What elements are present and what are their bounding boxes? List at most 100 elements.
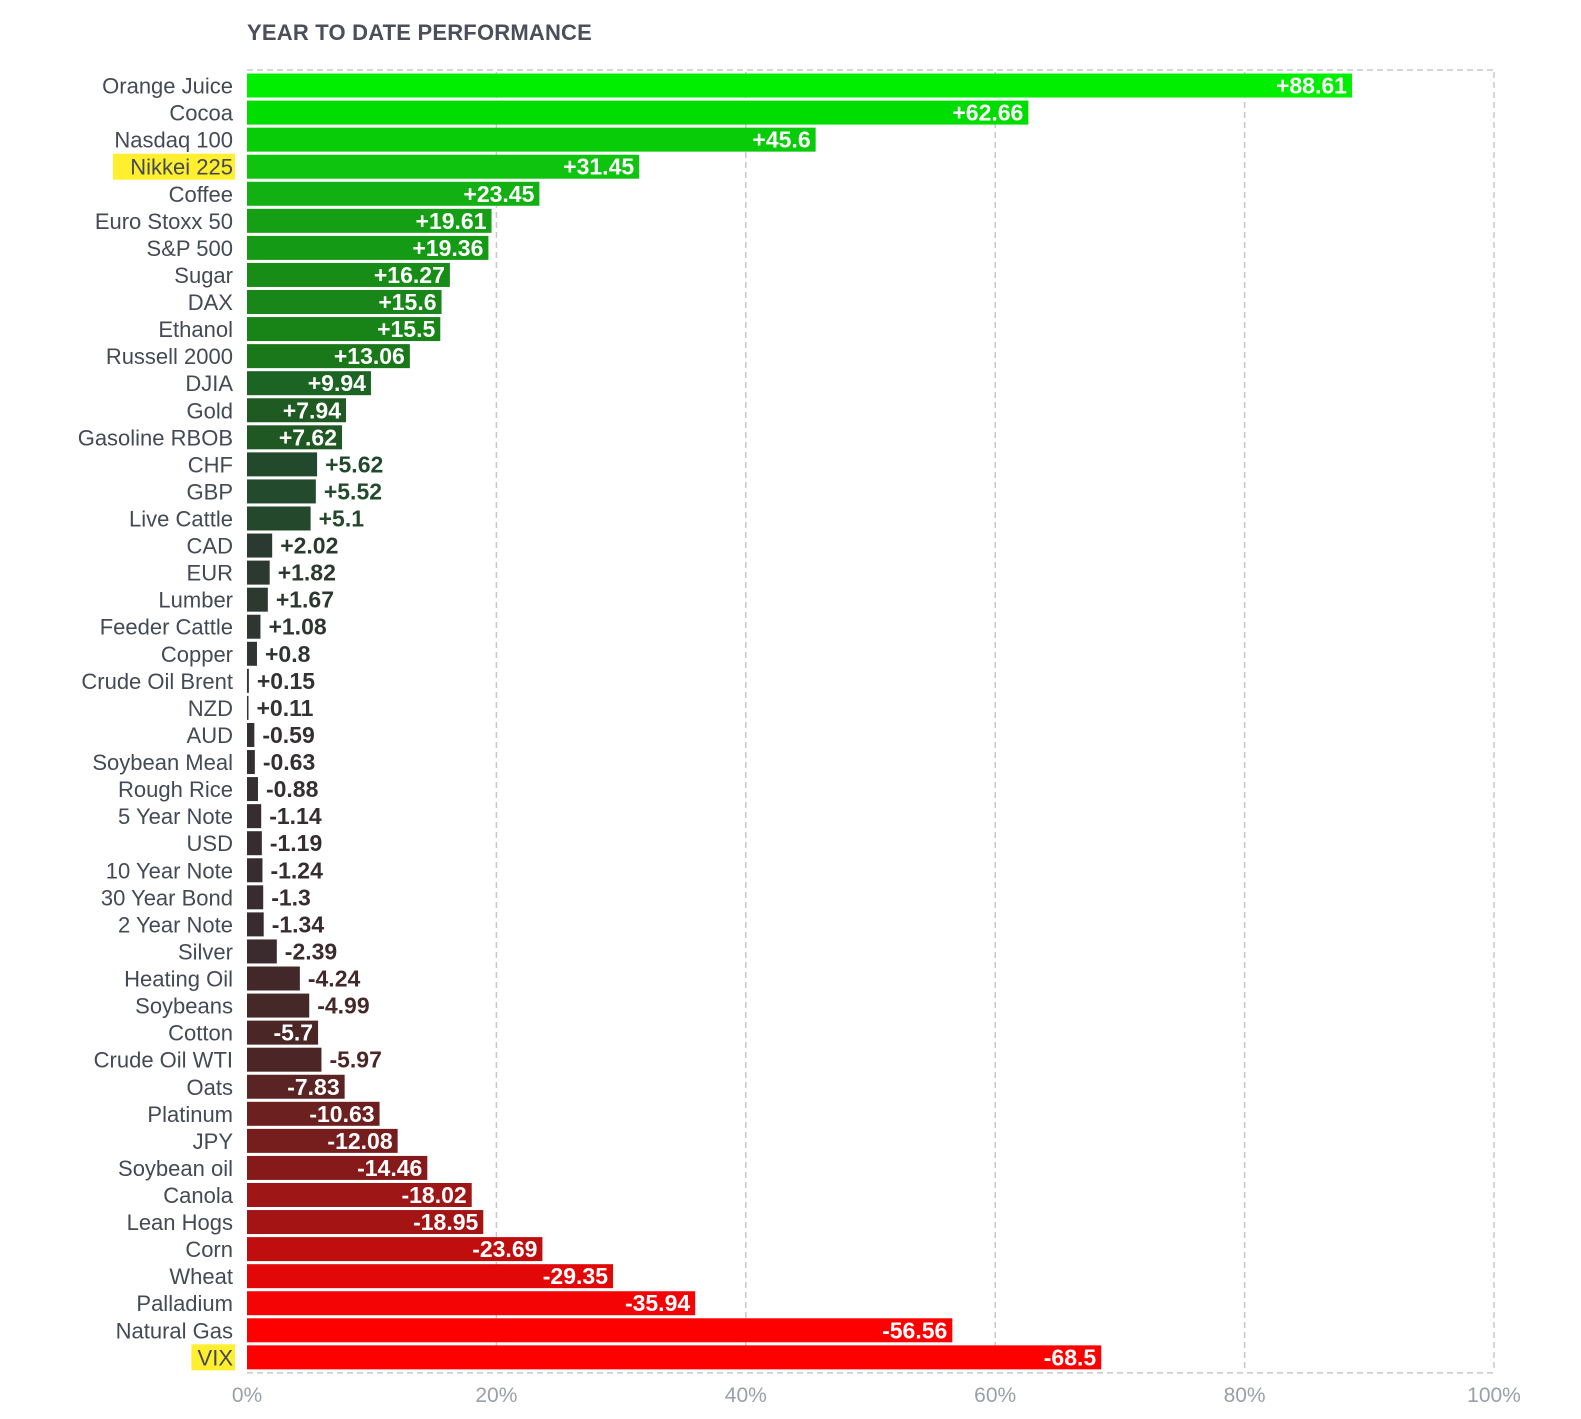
bar-sugar (247, 262, 450, 287)
bar-corn (247, 1237, 543, 1262)
value-label-eur: +1.82 (278, 560, 336, 586)
bar-lean-hogs (247, 1210, 484, 1235)
bar-10-year-note (247, 858, 263, 883)
category-label-natural-gas: Natural Gas (116, 1318, 233, 1343)
category-label-silver: Silver (178, 939, 233, 964)
bar-coffee (247, 181, 540, 206)
value-label-nikkei-225: +31.45 (563, 154, 634, 180)
value-label-gold: +7.94 (283, 397, 341, 423)
value-label-cocoa: +62.66 (952, 100, 1023, 126)
value-label-cad: +2.02 (280, 533, 338, 559)
value-label-crude-oil-brent: +0.15 (257, 668, 315, 694)
category-label-5-year-note: 5 Year Note (118, 804, 233, 829)
category-label-gbp: GBP (187, 479, 233, 504)
x-tick-label: 80% (1224, 1384, 1266, 1407)
value-label-corn: -23.69 (472, 1236, 537, 1262)
bar-nasdaq-100 (247, 127, 816, 152)
category-label-russell-2000: Russell 2000 (106, 344, 233, 369)
value-label-lumber: +1.67 (276, 587, 334, 613)
bar-wheat (247, 1264, 613, 1289)
category-label-nzd: NZD (188, 696, 233, 721)
category-label-nasdaq-100: Nasdaq 100 (114, 128, 233, 153)
value-label-coffee: +23.45 (463, 181, 534, 207)
category-label-oats: Oats (187, 1075, 233, 1100)
bar-30-year-bond (247, 885, 264, 910)
category-label-corn: Corn (185, 1237, 233, 1262)
category-label-wheat: Wheat (169, 1264, 233, 1289)
bar-jpy (247, 1128, 398, 1153)
bar-crude-oil-brent (247, 668, 249, 693)
category-label-s-p-500: S&P 500 (147, 236, 233, 261)
value-label-silver: -2.39 (285, 938, 337, 964)
category-label-cad: CAD (187, 534, 233, 559)
category-label-cocoa: Cocoa (169, 101, 233, 126)
category-label-chf: CHF (188, 452, 233, 477)
category-label-heating-oil: Heating Oil (124, 967, 233, 992)
category-label-crude-oil-brent: Crude Oil Brent (81, 669, 233, 694)
category-label-palladium: Palladium (136, 1291, 233, 1316)
value-label-jpy: -12.08 (327, 1128, 392, 1154)
category-label-ethanol: Ethanol (158, 317, 233, 342)
category-label-vix: VIX (198, 1345, 234, 1370)
bar-usd (247, 831, 262, 856)
category-label-gasoline-rbob: Gasoline RBOB (78, 425, 233, 450)
category-highlight (113, 153, 235, 180)
category-label-platinum: Platinum (147, 1102, 233, 1127)
value-label-wheat: -29.35 (543, 1263, 608, 1289)
bar-aud (247, 722, 255, 747)
bars: +88.61 +62.66 +45.6 +31.45 +23.45+19.61+19.3… (247, 73, 1352, 1370)
value-label-30-year-bond: -1.3 (271, 884, 311, 910)
value-label-orange-juice: +88.61 (1276, 73, 1347, 99)
x-tick-label: 100% (1467, 1384, 1521, 1407)
category-label-coffee: Coffee (169, 182, 233, 207)
category-label-jpy: JPY (193, 1129, 234, 1154)
category-label-sugar: Sugar (174, 263, 233, 288)
bar-djia (247, 371, 371, 396)
bar-cad (247, 533, 273, 558)
bar-soybeans (247, 993, 310, 1018)
bar-copper (247, 641, 257, 666)
bar-gbp (247, 479, 316, 504)
category-label-nikkei-225: Nikkei 225 (130, 155, 233, 180)
bar-heating-oil (247, 966, 300, 991)
value-label-heating-oil: -4.24 (308, 966, 361, 992)
bar-gasoline-rbob (247, 425, 343, 450)
bar-nikkei-225 (247, 154, 640, 179)
value-label-soybean-meal: -0.63 (263, 749, 315, 775)
category-label-orange-juice: Orange Juice (102, 74, 233, 99)
category-label-lean-hogs: Lean Hogs (127, 1210, 233, 1235)
category-label-30-year-bond: 30 Year Bond (101, 885, 233, 910)
chart-title: YEAR TO DATE PERFORMANCE (247, 20, 593, 45)
category-label-rough-rice: Rough Rice (118, 777, 233, 802)
category-label-lumber: Lumber (158, 588, 233, 613)
category-label-copper: Copper (161, 642, 233, 667)
category-label-live-cattle: Live Cattle (129, 506, 233, 531)
bar-cotton (247, 1020, 319, 1045)
value-label-russell-2000: +13.06 (334, 343, 405, 369)
value-label-platinum: -10.63 (309, 1101, 374, 1127)
value-label-live-cattle: +5.1 (319, 505, 365, 531)
bar-5-year-note (247, 804, 262, 829)
bar-cocoa (247, 100, 1029, 125)
value-label-vix: -68.5 (1044, 1344, 1097, 1370)
category-label-crude-oil-wti: Crude Oil WTI (94, 1048, 233, 1073)
bar-vix (247, 1345, 1102, 1370)
bar-chf (247, 452, 318, 477)
value-label-natural-gas: -56.56 (882, 1317, 947, 1343)
category-label-eur: EUR (187, 561, 233, 586)
value-label-chf: +5.62 (325, 451, 383, 477)
category-highlight (191, 1344, 235, 1371)
bar-orange-juice (247, 73, 1352, 98)
bar-soybean-oil (247, 1155, 428, 1180)
value-label-aud: -0.59 (262, 722, 314, 748)
category-label-gold: Gold (187, 398, 233, 423)
bar-2-year-note (247, 912, 264, 937)
x-tick-label: 0% (232, 1384, 262, 1407)
category-label-euro-stoxx-50: Euro Stoxx 50 (95, 209, 233, 234)
value-label-10-year-note: -1.24 (270, 857, 323, 883)
category-label-djia: DJIA (185, 371, 233, 396)
bar-crude-oil-wti (247, 1047, 322, 1072)
value-label-5-year-note: -1.14 (269, 803, 322, 829)
category-label-canola: Canola (163, 1183, 233, 1208)
bar-palladium (247, 1291, 696, 1316)
